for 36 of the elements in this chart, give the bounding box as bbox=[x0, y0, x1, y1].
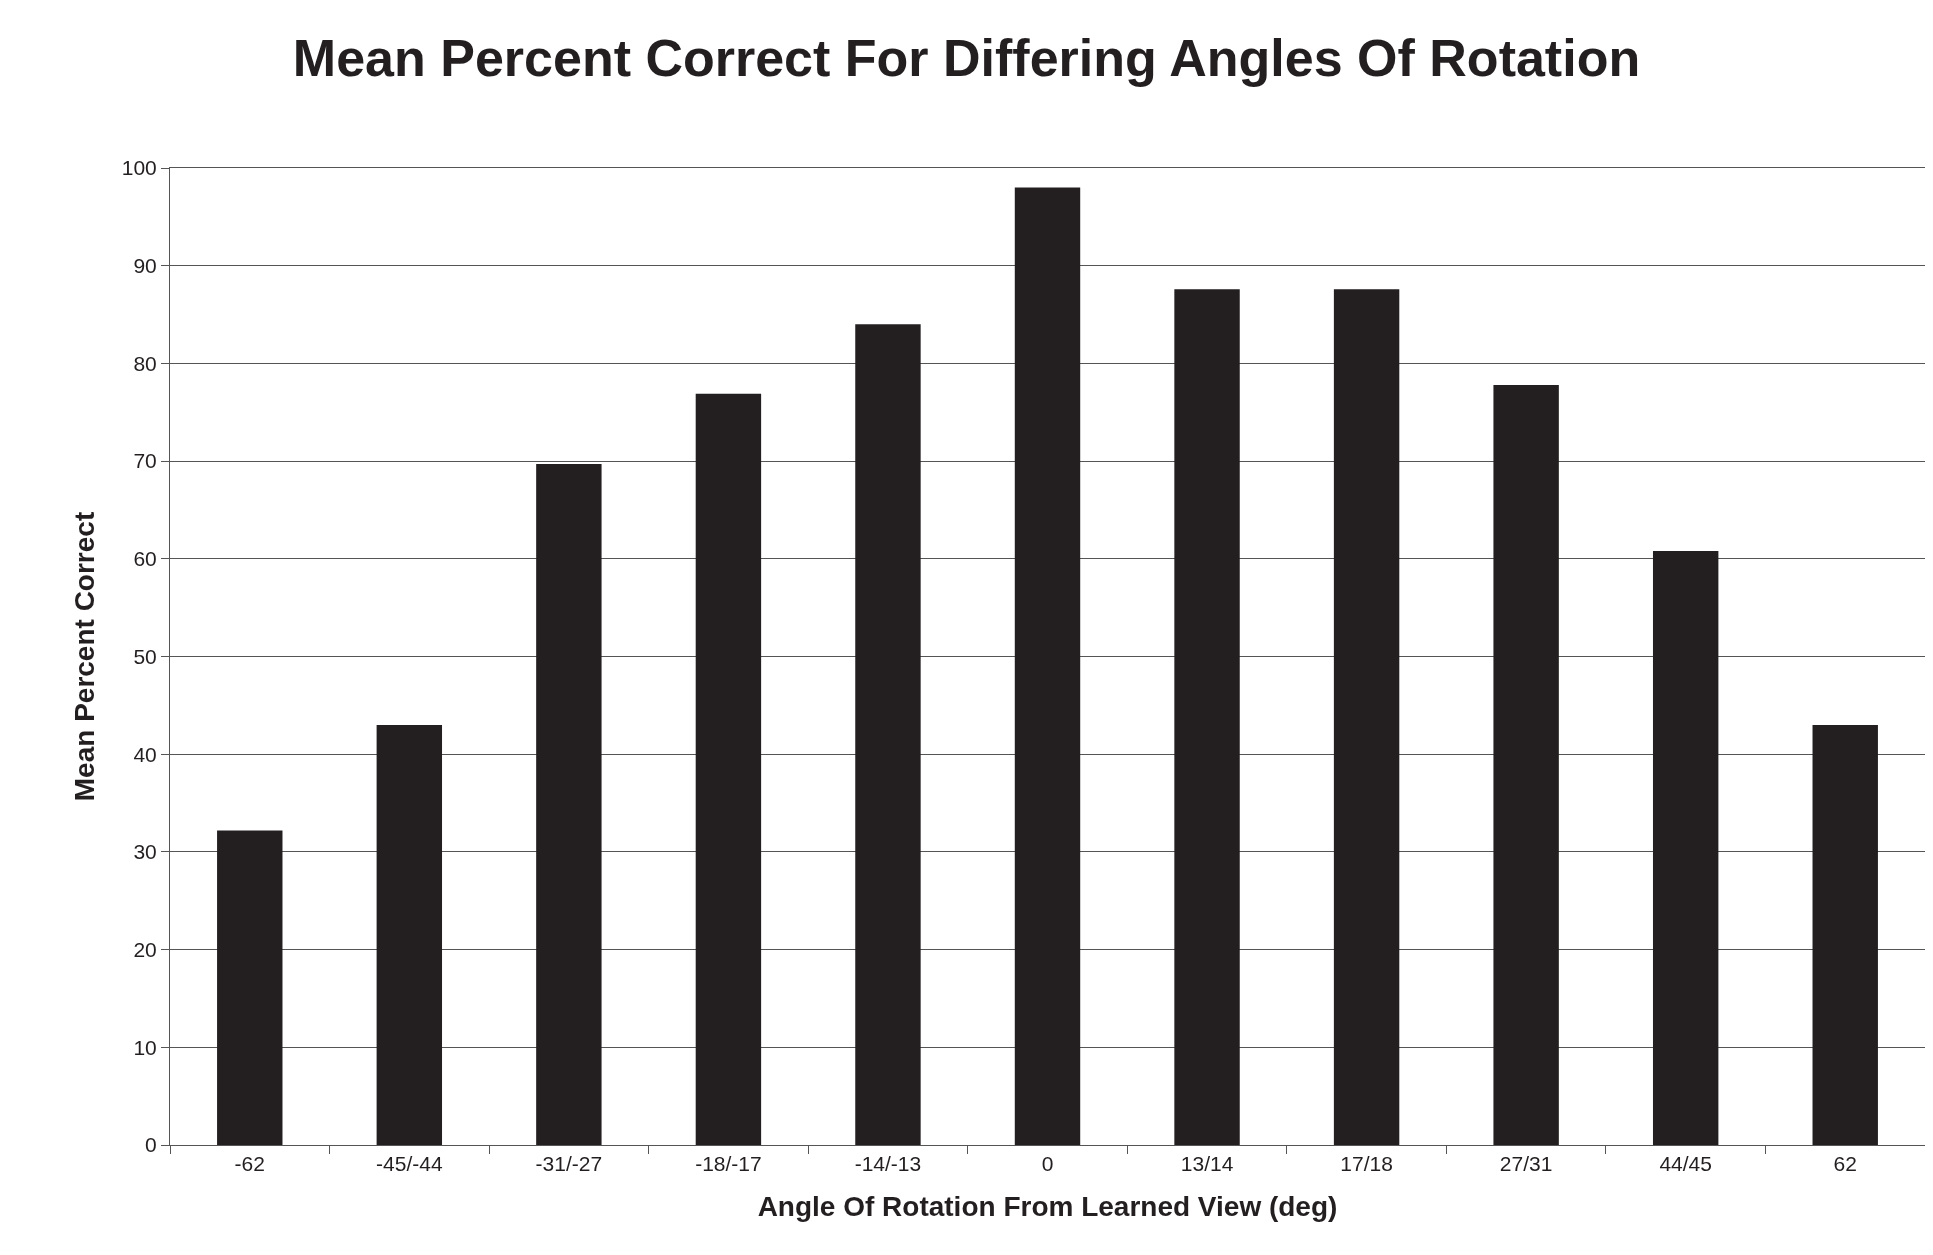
y-tick-label: 80 bbox=[133, 351, 157, 375]
x-tick-label: 62 bbox=[1833, 1152, 1857, 1176]
bar bbox=[1333, 289, 1400, 1145]
x-tick-label: 44/45 bbox=[1659, 1152, 1712, 1176]
x-tick-label: 13/14 bbox=[1180, 1152, 1234, 1176]
bar bbox=[1812, 724, 1878, 1145]
bar bbox=[1014, 187, 1081, 1145]
y-axis-title: Mean Percent Correct bbox=[69, 511, 101, 802]
y-tick-label: 20 bbox=[133, 937, 157, 961]
x-tick-label: -18/-17 bbox=[695, 1152, 762, 1176]
y-tick-label: 90 bbox=[133, 254, 157, 278]
y-tick-label: 10 bbox=[133, 1035, 157, 1059]
x-tick-label: -62 bbox=[234, 1152, 265, 1176]
x-tick-label: -14/-13 bbox=[854, 1152, 922, 1176]
bar bbox=[1493, 384, 1559, 1145]
bar bbox=[855, 324, 921, 1145]
bar bbox=[1174, 289, 1240, 1145]
chart-title: Mean Percent Correct For Differing Angles Of Rotation bbox=[292, 29, 1641, 88]
y-tick-label: 0 bbox=[145, 1133, 157, 1157]
bar bbox=[695, 393, 762, 1145]
x-tick-label: 27/31 bbox=[1499, 1152, 1553, 1176]
y-tick-label: 50 bbox=[133, 644, 157, 668]
y-tick-label: 40 bbox=[133, 742, 157, 766]
x-tick-label: -45/-44 bbox=[376, 1152, 443, 1176]
bar bbox=[1652, 550, 1719, 1145]
x-tick-label: 17/18 bbox=[1340, 1152, 1393, 1176]
bar bbox=[217, 830, 283, 1145]
x-tick-label: 0 bbox=[1041, 1152, 1054, 1176]
x-tick-label: -31/-27 bbox=[535, 1152, 603, 1176]
y-tick-label: 100 bbox=[121, 156, 157, 180]
y-tick-label: 70 bbox=[133, 449, 157, 473]
y-tick-label: 30 bbox=[133, 840, 157, 864]
y-tick-label: 60 bbox=[133, 547, 157, 571]
bar bbox=[536, 464, 602, 1145]
bar bbox=[376, 724, 443, 1145]
x-axis-title: Angle Of Rotation From Learned View (deg) bbox=[757, 1191, 1338, 1223]
